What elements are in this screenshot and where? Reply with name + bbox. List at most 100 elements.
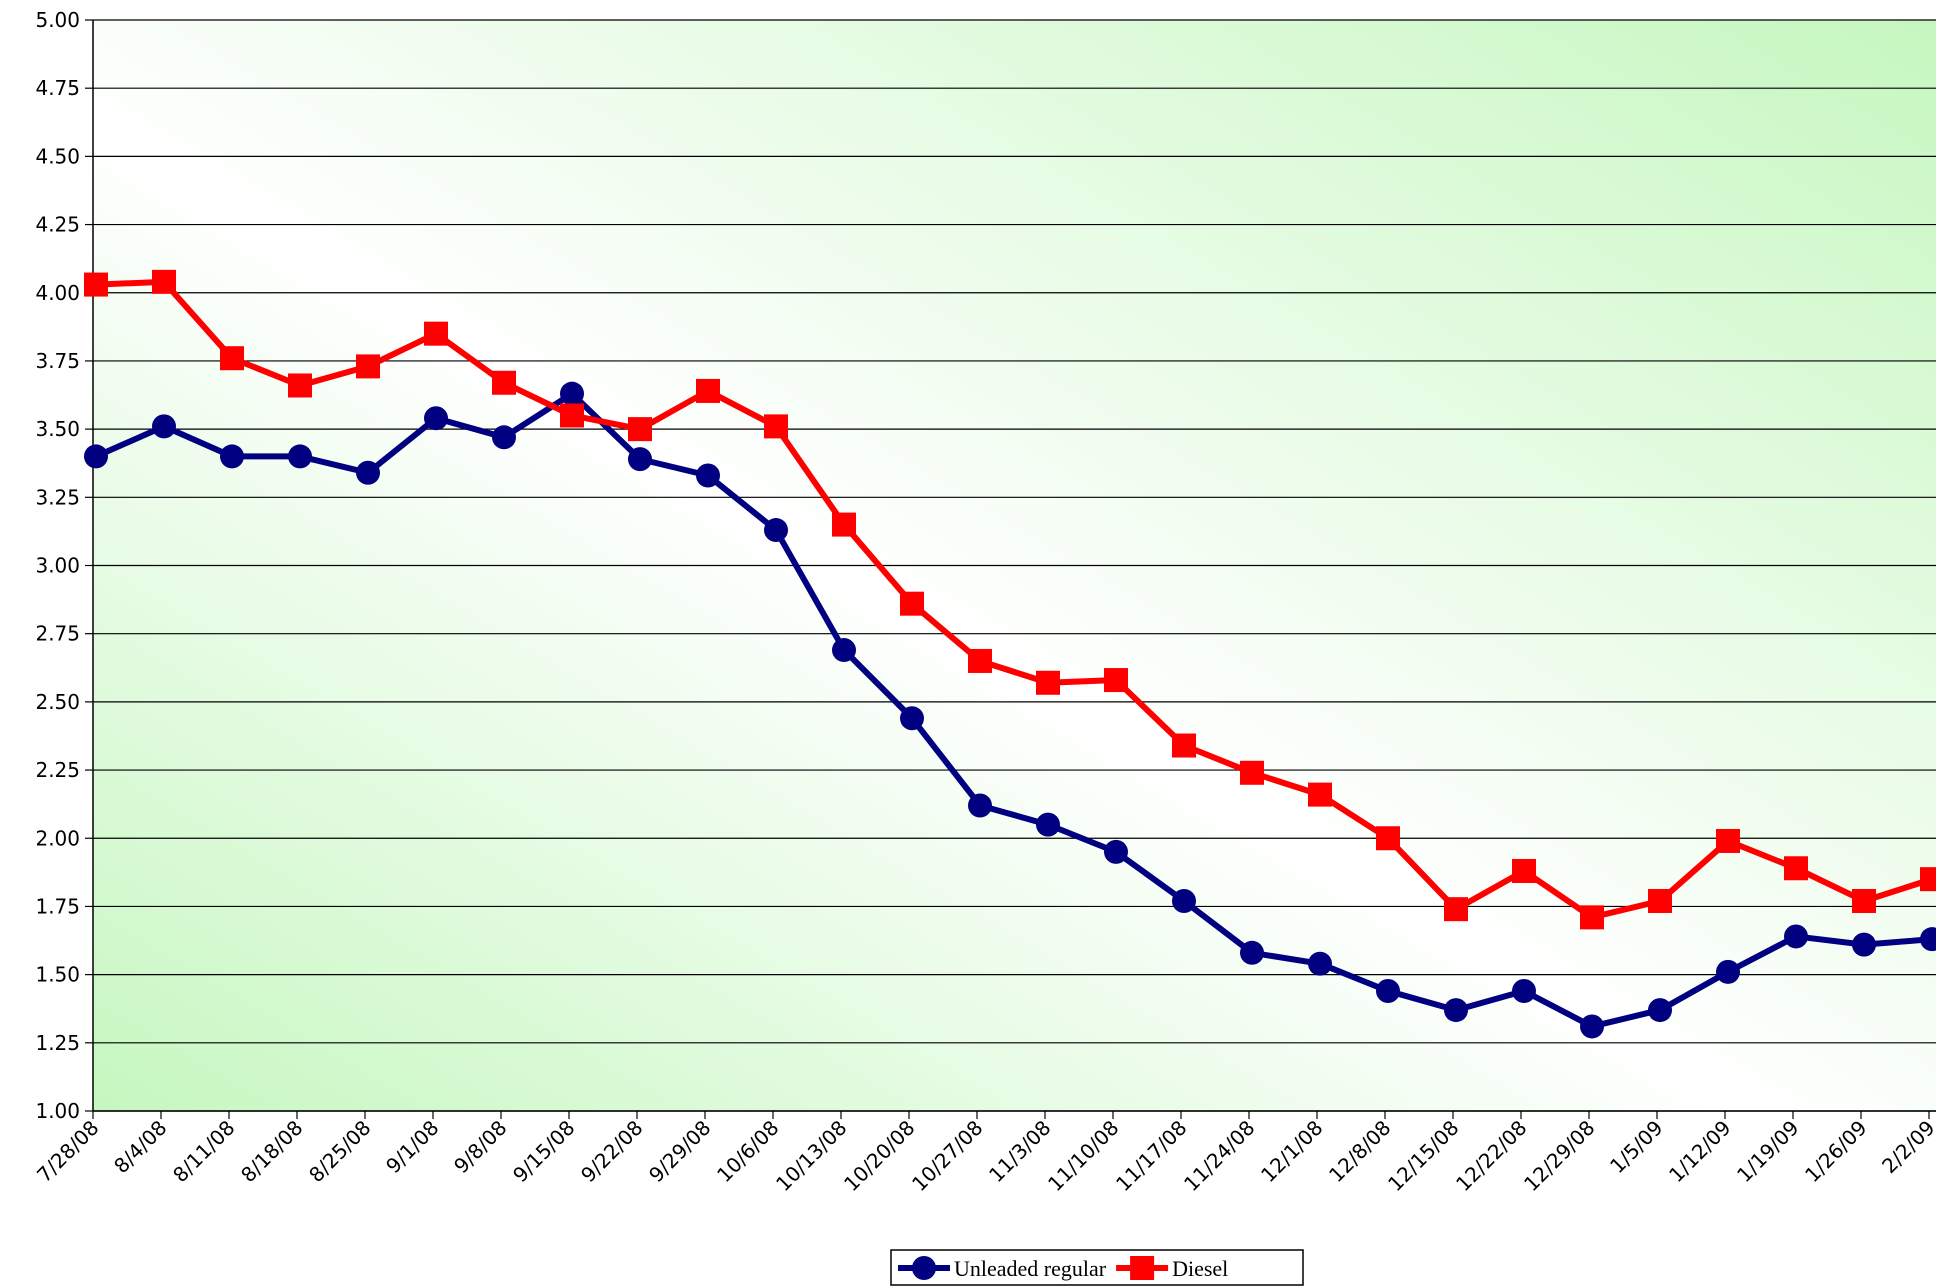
y-tick-label: 5.00 [35,8,80,32]
data-point [1580,905,1604,930]
data-point [1784,924,1808,949]
series-line [94,390,1933,1030]
x-tick-label: 1/12/09 [1664,1116,1735,1187]
x-tick-label: 10/20/08 [839,1116,919,1196]
data-point [1648,998,1672,1023]
x-tick-label: 9/15/08 [508,1116,579,1187]
data-point [1104,668,1128,693]
data-point [832,638,856,663]
data-point [1240,940,1264,965]
data-point [1376,826,1400,851]
data-point [152,269,176,294]
x-tick-label: 9/1/08 [381,1116,443,1178]
x-tick-label: 8/4/08 [109,1116,171,1178]
data-point [628,417,652,442]
legend: Unleaded regular Diesel [890,1249,1304,1286]
data-point [84,444,108,469]
data-point [152,414,176,439]
data-point [288,444,312,469]
data-point [900,591,924,616]
y-tick-label: 4.25 [35,213,80,237]
x-tick-label: 9/22/08 [576,1116,647,1187]
data-point [1444,998,1468,1023]
data-point [696,378,720,403]
data-point [1512,858,1536,883]
data-point [1308,782,1332,807]
y-tick-label: 4.50 [35,144,80,168]
series [84,381,1936,1039]
series [84,269,1936,930]
data-point [492,425,516,450]
data-point [1240,760,1264,785]
x-tick-label: 1/26/09 [1800,1116,1871,1187]
data-point [424,406,448,431]
data-point [1376,978,1400,1003]
data-point [560,403,584,428]
x-tick-label: 8/25/08 [304,1116,375,1187]
y-tick-label: 2.25 [35,758,80,782]
legend-label: Unleaded regular [954,1256,1107,1281]
x-tick-label: 12/29/08 [1519,1116,1599,1196]
legend-box [890,1249,1304,1286]
x-tick-label: 8/11/08 [168,1116,239,1187]
x-tick-label: 2/2/09 [1877,1116,1936,1178]
data-point [560,381,584,406]
x-tick-label: 12/1/08 [1256,1116,1327,1187]
data-point [1920,927,1936,952]
data-point [288,373,312,398]
x-tick-label: 11/24/08 [1179,1116,1259,1196]
data-point [1172,888,1196,913]
data-point [1444,897,1468,922]
data-point [1172,733,1196,758]
y-tick-label: 4.75 [35,76,80,100]
data-point [1852,888,1876,913]
y-tick-label: 3.50 [35,417,80,441]
x-tick-label: 7/28/08 [32,1116,103,1187]
x-tick-label: 1/19/09 [1732,1116,1803,1187]
x-tick-label: 1/5/09 [1605,1116,1667,1178]
data-point [1716,828,1740,853]
data-point [1784,856,1808,881]
x-tick-label: 10/27/08 [907,1116,987,1196]
y-tick-label: 3.25 [35,485,80,509]
legend-marker [1130,1256,1155,1280]
data-point [900,706,924,731]
data-point [220,346,244,371]
data-point [492,370,516,395]
data-point [764,518,788,543]
x-tick-label: 9/29/08 [644,1116,715,1187]
data-point [832,512,856,537]
data-point [1104,839,1128,864]
data-point [1308,951,1332,976]
y-tick-label: 3.00 [35,554,80,578]
legend-label: Diesel [1172,1256,1228,1281]
data-point [1852,932,1876,957]
x-tick-label: 10/13/08 [771,1116,851,1196]
x-tick-label: 12/22/08 [1451,1116,1531,1196]
data-point [1716,959,1740,984]
x-tick-label: 9/8/08 [449,1116,511,1178]
series-line [95,278,1933,921]
y-tick-label: 1.50 [35,963,80,987]
legend-marker [912,1256,936,1280]
data-point [968,793,992,818]
x-tick-label: 11/10/08 [1043,1116,1123,1196]
data-point [696,463,720,488]
data-point [356,460,380,485]
data-point [1036,670,1060,695]
data-point [628,447,652,472]
y-tick-label: 1.25 [35,1031,80,1055]
data-point [1580,1014,1604,1039]
data-point [968,648,992,673]
y-tick-label: 1.00 [35,1099,80,1123]
x-tick-label: 11/17/08 [1111,1116,1191,1196]
data-point [220,444,244,469]
data-point [1512,978,1536,1003]
data-point [1036,812,1060,837]
data-point [84,272,108,297]
y-tick-label: 2.00 [35,826,80,850]
data-point [1648,888,1672,913]
data-point [424,321,448,346]
data-point [1920,867,1936,892]
